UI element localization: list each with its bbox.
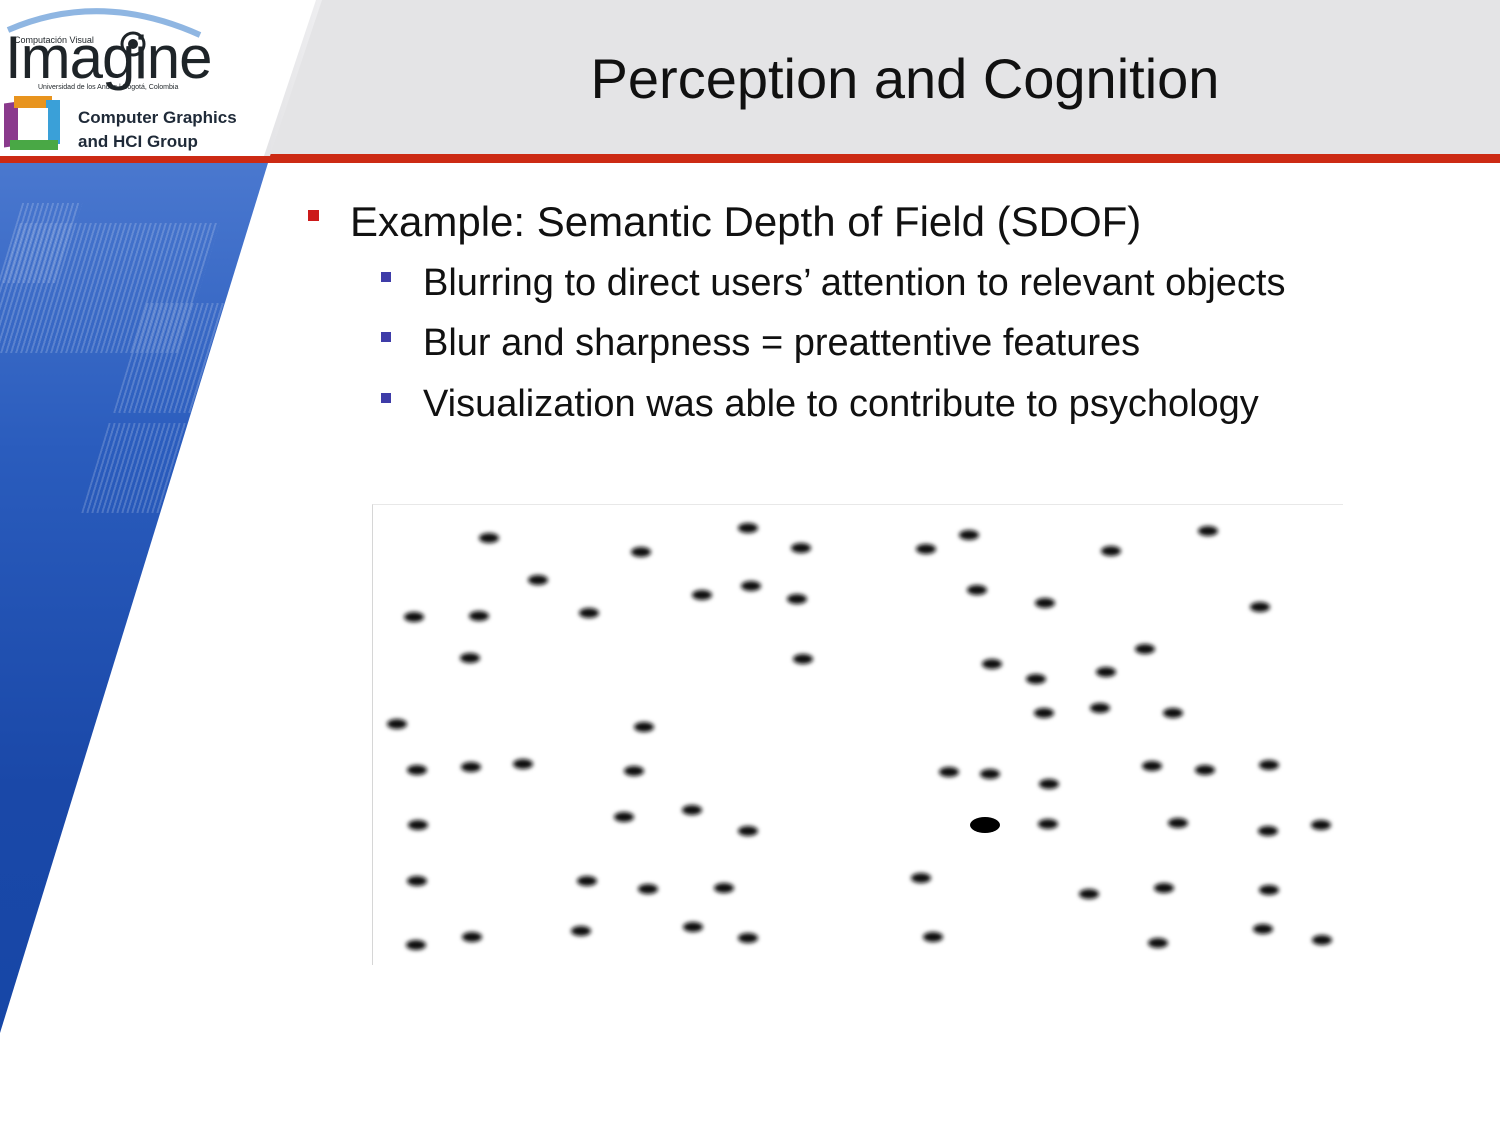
- blurred-dot: [738, 826, 758, 836]
- sub-bullet-text: Blurring to direct users’ attention to r…: [423, 262, 1286, 304]
- blurred-dot: [1168, 818, 1188, 828]
- blurred-dot: [793, 654, 813, 664]
- blurred-dot: [571, 926, 591, 936]
- blurred-dot: [1096, 667, 1116, 677]
- blue-square-bullet-icon: [381, 392, 391, 403]
- blurred-dot: [614, 812, 634, 822]
- logo-panel: Computación Visual Imagine Universidad d…: [0, 0, 320, 156]
- blurred-dot: [1259, 885, 1279, 895]
- logo-graphic: [4, 8, 202, 150]
- blurred-dot: [738, 933, 758, 943]
- blurred-dot: [1039, 779, 1059, 789]
- blurred-dot: [407, 765, 427, 775]
- logo-small-text: Computación Visual: [14, 35, 94, 45]
- logo-group-name: Computer Graphics and HCI Group: [78, 106, 237, 154]
- blurred-dot: [460, 653, 480, 663]
- blurred-dot: [404, 612, 424, 622]
- blurred-dot: [479, 533, 499, 543]
- sdof-figure: [372, 504, 1343, 965]
- blurred-dot: [741, 581, 761, 591]
- blurred-dot: [1101, 546, 1121, 556]
- blurred-dot: [462, 932, 482, 942]
- header-divider: [0, 154, 1500, 163]
- blurred-dot: [982, 659, 1002, 669]
- blurred-dot: [967, 585, 987, 595]
- sub-bullet-text: Blur and sharpness = preattentive featur…: [423, 322, 1141, 364]
- blurred-dot: [692, 590, 712, 600]
- blurred-dot: [408, 820, 428, 830]
- blurred-dot: [1090, 703, 1110, 713]
- red-square-bullet-icon: [308, 209, 319, 221]
- blurred-dot: [1038, 819, 1058, 829]
- sharp-dot: [970, 817, 1000, 833]
- blurred-dot: [638, 884, 658, 894]
- blurred-dot: [631, 547, 651, 557]
- blurred-dot: [1253, 924, 1273, 934]
- colorful-frame-icon: [4, 96, 60, 150]
- blurred-dot: [1154, 883, 1174, 893]
- blurred-dot: [682, 805, 702, 815]
- blurred-dot: [624, 766, 644, 776]
- sub-bullet-text: Visualization was able to contribute to …: [423, 383, 1259, 425]
- blurred-dot: [461, 762, 481, 772]
- blurred-dot: [1258, 826, 1278, 836]
- blurred-dot: [923, 932, 943, 942]
- sub-bullet-item: Visualization was able to contribute to …: [381, 383, 1259, 426]
- blurred-dot: [787, 594, 807, 604]
- blurred-dot: [911, 873, 931, 883]
- blurred-dot: [407, 876, 427, 886]
- blurred-dot: [513, 759, 533, 769]
- logo-group-line2: and HCI Group: [78, 132, 198, 151]
- blurred-dot: [1035, 598, 1055, 608]
- blurred-dot: [577, 876, 597, 886]
- blurred-dot: [1195, 765, 1215, 775]
- bullet-item: Example: Semantic Depth of Field (SDOF): [308, 198, 1141, 246]
- bullet-text: Example: Semantic Depth of Field (SDOF): [350, 198, 1142, 245]
- blurred-dot: [959, 530, 979, 540]
- sub-bullet-item: Blurring to direct users’ attention to r…: [381, 262, 1285, 305]
- logo-brand-name: Imagine: [5, 24, 212, 91]
- band-stripe: [81, 423, 189, 513]
- dot-field: [387, 523, 1332, 950]
- blurred-dot: [916, 544, 936, 554]
- blurred-dot: [528, 575, 548, 585]
- slide-title: Perception and Cognition: [590, 47, 1220, 110]
- blurred-dot: [1250, 602, 1270, 612]
- blurred-dot: [714, 883, 734, 893]
- blurred-dot: [683, 922, 703, 932]
- blurred-dot: [579, 608, 599, 618]
- logo-university: Universidad de los Andes | Bogotá, Colom…: [38, 84, 179, 91]
- blurred-dot: [1312, 935, 1332, 945]
- sub-bullet-item: Blur and sharpness = preattentive featur…: [381, 322, 1140, 365]
- blurred-dot: [1079, 889, 1099, 899]
- blurred-dot: [939, 767, 959, 777]
- blurred-dot: [634, 722, 654, 732]
- blurred-dot: [1163, 708, 1183, 718]
- blurred-dot: [1026, 674, 1046, 684]
- logo-arc-icon: [6, 8, 202, 38]
- blurred-dot: [1142, 761, 1162, 771]
- blurred-dot: [1148, 938, 1168, 948]
- blurred-dot: [387, 719, 407, 729]
- blue-square-bullet-icon: [381, 331, 391, 342]
- blurred-dot: [406, 940, 426, 950]
- blurred-dot: [791, 543, 811, 553]
- blurred-dot: [980, 769, 1000, 779]
- blurred-dot: [1034, 708, 1054, 718]
- blurred-dot: [1135, 644, 1155, 654]
- blurred-dot: [469, 611, 489, 621]
- blurred-dot: [1311, 820, 1331, 830]
- blue-square-bullet-icon: [381, 271, 391, 282]
- logo-group-line1: Computer Graphics: [78, 108, 237, 127]
- blurred-dot: [738, 523, 758, 533]
- blurred-dot: [1198, 526, 1218, 536]
- decorative-blue-band: [0, 163, 268, 1033]
- eye-pupil-icon: [128, 39, 138, 49]
- blurred-dot: [1259, 760, 1279, 770]
